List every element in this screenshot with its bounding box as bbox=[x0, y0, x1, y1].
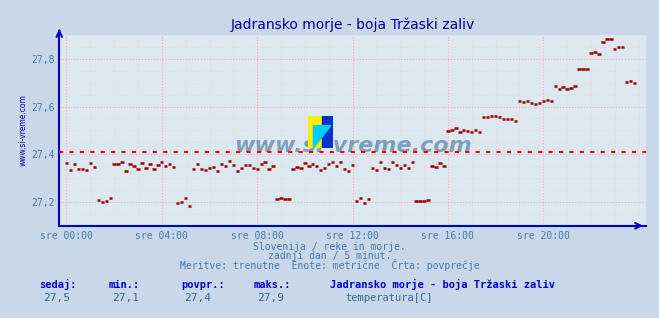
Text: 27,4: 27,4 bbox=[185, 293, 212, 302]
Polygon shape bbox=[308, 116, 322, 148]
Text: sedaj:: sedaj: bbox=[40, 279, 77, 290]
Text: 27,1: 27,1 bbox=[112, 293, 139, 302]
Polygon shape bbox=[322, 116, 333, 148]
Text: Meritve: trenutne  Enote: metrične  Črta: povprečje: Meritve: trenutne Enote: metrične Črta: … bbox=[180, 259, 479, 271]
Text: www.si-vreme.com: www.si-vreme.com bbox=[234, 136, 471, 156]
Text: maks.:: maks.: bbox=[254, 280, 291, 290]
Text: 27,5: 27,5 bbox=[43, 293, 70, 302]
Text: Jadransko morje - boja Tržaski zaliv: Jadransko morje - boja Tržaski zaliv bbox=[330, 279, 554, 290]
Text: 27,9: 27,9 bbox=[257, 293, 284, 302]
Text: temperatura[C]: temperatura[C] bbox=[345, 293, 433, 302]
Text: min.:: min.: bbox=[109, 280, 140, 290]
Polygon shape bbox=[314, 126, 331, 148]
Y-axis label: www.si-vreme.com: www.si-vreme.com bbox=[19, 94, 28, 166]
Title: Jadransko morje - boja Tržaski zaliv: Jadransko morje - boja Tržaski zaliv bbox=[231, 18, 474, 32]
Text: zadnji dan / 5 minut.: zadnji dan / 5 minut. bbox=[268, 251, 391, 261]
Text: povpr.:: povpr.: bbox=[181, 280, 225, 290]
Text: Slovenija / reke in morje.: Slovenija / reke in morje. bbox=[253, 242, 406, 252]
